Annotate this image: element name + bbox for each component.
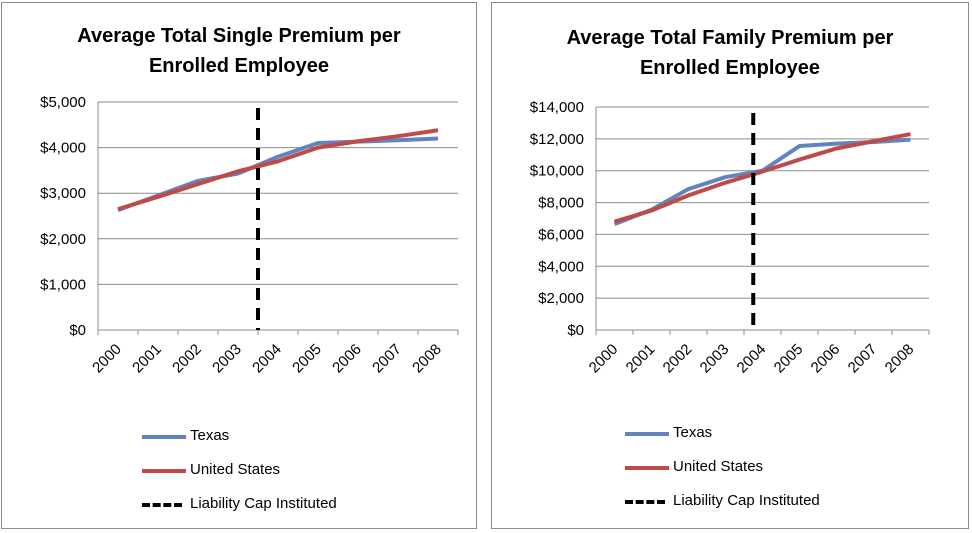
x-tick-label: 2004 [249, 341, 285, 377]
legend-swatch-united-states [142, 469, 186, 473]
y-tick-label: $6,000 [538, 226, 584, 243]
x-tick-label: 2007 [845, 341, 881, 377]
single-premium-plot: $0 $1,000 $2,000 $3,000 $4,000 $5,000 2000 2001… [40, 94, 459, 377]
y-tick-label: $10,000 [530, 163, 584, 180]
legend-label-united-states: United States [190, 461, 281, 478]
y-tick-label: $2,000 [538, 290, 584, 307]
y-tick-label: $2,000 [40, 231, 86, 248]
y-tick-label: $0 [567, 322, 584, 339]
x-tick-label: 2001 [129, 341, 165, 377]
x-tick-label: 2007 [369, 341, 405, 377]
legend-swatch-texas [625, 432, 669, 436]
legend-label-liability-cap: Liability Cap Instituted [673, 492, 820, 509]
x-tick-label: 2005 [289, 341, 325, 377]
series-line-texas [613, 137, 911, 226]
legend-swatch-united-states [625, 466, 669, 470]
x-tick-label: 2002 [660, 341, 696, 377]
chart-title-line-2: Enrolled Employee [639, 57, 821, 79]
x-tick-label: 2008 [409, 341, 445, 377]
legend-swatch-liability-cap [625, 500, 665, 504]
y-tick-label: $1,000 [40, 276, 86, 293]
family-premium-chart-panel: Average Total Family Premium per Enrolle… [491, 2, 969, 529]
y-tick-label: $4,000 [538, 258, 584, 275]
legend-swatch-liability-cap [142, 503, 182, 507]
x-tick-label: 2008 [882, 341, 918, 377]
y-tick-label: $14,000 [530, 99, 584, 116]
chart-title-line-1: Average Total Single Premium per [77, 25, 401, 47]
x-tick-label: 2005 [771, 341, 807, 377]
y-tick-label: $5,000 [40, 94, 86, 111]
x-tick-label: 2002 [169, 341, 205, 377]
chart-title-line-1: Average Total Family Premium per [566, 27, 894, 49]
family-premium-plot: $0 $2,000 $4,000 $6,000 $8,000 $10,000 $12,000… [530, 99, 930, 377]
chart-title: Average Total Family Premium per Enrolle… [492, 23, 968, 83]
chart-title: Average Total Single Premium per Enrolle… [2, 21, 476, 81]
series-line-texas [117, 136, 439, 212]
legend-label-texas: Texas [190, 427, 230, 444]
chart-title-line-2: Enrolled Employee [148, 55, 330, 77]
y-tick-label: $8,000 [538, 195, 584, 212]
x-tick-label: 2000 [89, 341, 125, 377]
x-tick-label: 2003 [697, 341, 733, 377]
x-tick-label: 2006 [329, 341, 365, 377]
y-tick-label: $12,000 [530, 131, 584, 148]
legend-label-liability-cap: Liability Cap Instituted [190, 495, 337, 512]
x-tick-label: 2001 [623, 341, 659, 377]
legend-label-texas: Texas [673, 424, 713, 441]
y-tick-label: $4,000 [40, 140, 86, 157]
x-tick-label: 2004 [734, 341, 770, 377]
legend-swatch-texas [142, 435, 186, 439]
series-line-us [613, 132, 911, 224]
x-tick-label: 2006 [808, 341, 844, 377]
x-tick-label: 2000 [586, 341, 622, 377]
legend-label-united-states: United States [673, 458, 764, 475]
y-tick-label: $0 [69, 322, 86, 339]
x-tick-label: 2003 [209, 341, 245, 377]
single-premium-chart-panel: Average Total Single Premium per Enrolle… [1, 2, 477, 529]
y-tick-label: $3,000 [40, 185, 86, 202]
